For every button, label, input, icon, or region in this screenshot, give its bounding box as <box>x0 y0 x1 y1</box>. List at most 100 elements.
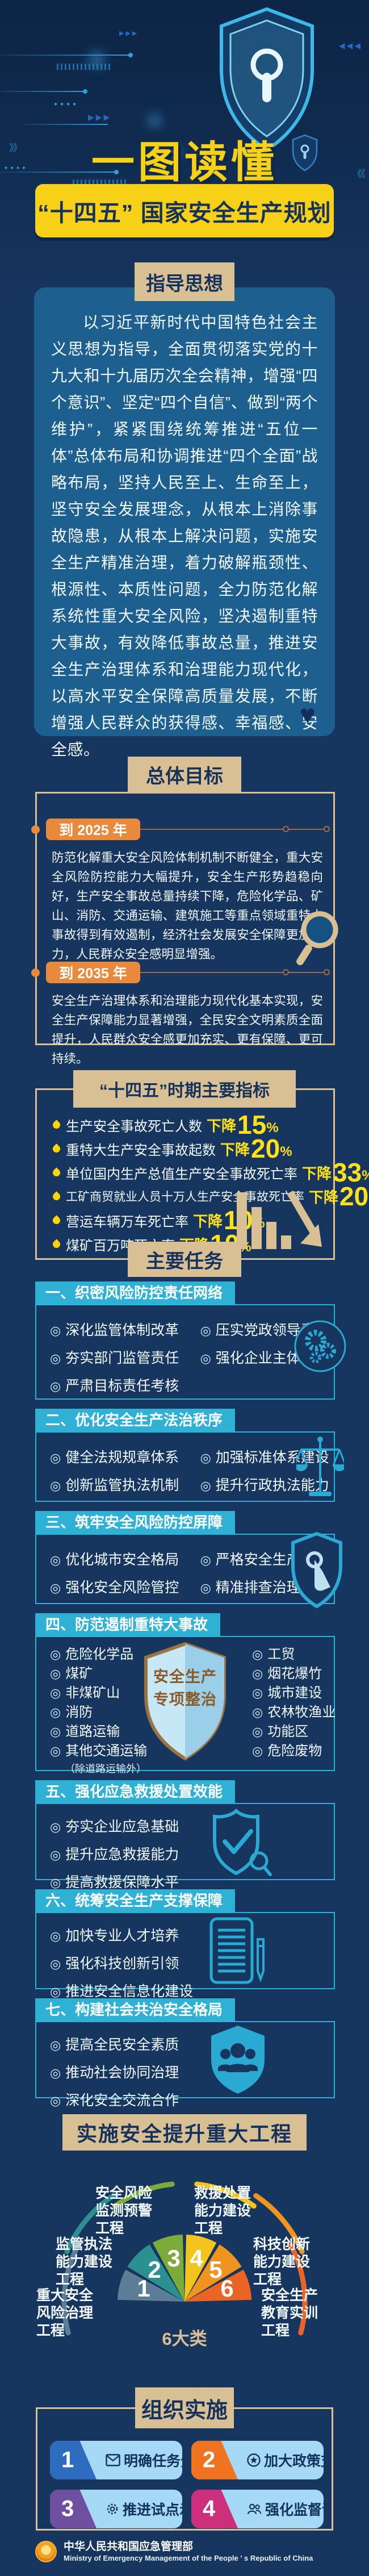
bullet-icon: ◎ <box>50 1324 61 1338</box>
implementation-card-3: 3 推进试点示范 <box>50 2490 182 2528</box>
indicator-action: 下降 <box>309 1188 339 1206</box>
indicator-row: 生产安全事故死亡人数 下降 15 % <box>51 1110 333 1139</box>
triangle-arrows-decoration: ▶▶▶ <box>88 112 112 122</box>
shield-touch-icon <box>291 1531 342 1609</box>
fan-wedge-6 <box>184 2269 251 2302</box>
indicator-value: 15 <box>237 1110 267 1139</box>
page-subtitle-box: “十四五” 国家安全生产规划 <box>35 184 334 237</box>
task-section-1: 一、织密风险防控责任网络 ◎ 深化监管体制改革 ◎ 压实党政领导责任 ◎ 夯实部门监管… <box>35 1281 346 1400</box>
people-icon <box>247 2503 261 2515</box>
task-item: ◎ 严肃目标责任考核 <box>50 1378 179 1394</box>
gears-icon <box>294 1320 346 1372</box>
heart-icon: ♥ <box>299 700 316 730</box>
projects-fan-chart: 1 2 3 4 5 6 安全风险 监测预警 工程 救援处置 能力建设 工程 监管… <box>0 2159 369 2369</box>
milestone-dot-icon <box>31 825 40 834</box>
bullet-icon: ◎ <box>252 1647 263 1661</box>
milestone-ring-icon <box>283 826 289 832</box>
section-badge-guiding: 指导思想 <box>135 262 234 301</box>
dot-row-decoration: ●●●● <box>5 165 28 170</box>
task-item: ◎ 夯实企业应急基础 <box>50 1819 179 1835</box>
bullet-icon: ◎ <box>200 1479 211 1493</box>
task-section-4: 四、防范遏制重特大事故 ◎ 危险化学品 ◎ 煤矿 ◎ 非煤矿山 ◎ 消防 ◎ 道路运输 ◎… <box>35 1613 336 1775</box>
circuit-line-decoration <box>0 172 115 173</box>
task-7-title: 七、构建社会共治安全格局 <box>35 1998 236 2021</box>
bullet-icon: ◎ <box>50 1929 61 1943</box>
milestone-line <box>139 829 329 830</box>
fan-wedge-number: 1 <box>137 2275 150 2302</box>
card-label: 推进试点示范 <box>123 2502 182 2518</box>
shield-people-icon <box>211 2026 265 2094</box>
magnifier-icon <box>296 911 338 966</box>
card-number: 1 <box>61 2447 74 2473</box>
droplet-bullet-icon <box>51 1238 62 1250</box>
task-item: ◎ 提高全民安全素质 <box>50 2037 179 2053</box>
glow-decoration <box>167 145 183 161</box>
task-item: ◎ 优化城市安全格局 <box>50 1552 179 1568</box>
shield-keyhole-icon <box>220 7 314 152</box>
fan-arc-3 <box>112 2181 175 2209</box>
chevron-decoration: 》》 <box>9 143 22 153</box>
glow-decoration <box>145 111 164 130</box>
bullet-icon: ◎ <box>50 1957 61 1971</box>
card-label: 明确任务分工 <box>124 2453 182 2469</box>
fan-wedge-number: 6 <box>220 2275 233 2302</box>
milestone-ring-icon <box>324 969 330 975</box>
bullet-icon: ◎ <box>50 1479 61 1493</box>
droplet-bullet-icon <box>51 1214 62 1226</box>
indicator-label: 营运车辆万车死亡率 <box>66 1214 188 1230</box>
task-item: ◎ 道路运输 <box>50 1724 120 1739</box>
fan-label-4: 救援处置 能力建设 工程 <box>194 2185 251 2236</box>
task-item: ◎ 推进安全信息化建设 <box>50 1984 194 1999</box>
task-item: ◎ 烟花爆竹 <box>252 1666 322 1681</box>
shield-check-icon <box>213 1809 272 1876</box>
task-1-box: ◎ 深化监管体制改革 ◎ 压实党政领导责任 ◎ 夯实部门监管责任 ◎ 强化企业主体责任 … <box>35 1304 346 1400</box>
fan-chart-svg: 1 2 3 4 5 6 <box>61 2181 308 2336</box>
indicator-unit: % <box>280 1144 292 1159</box>
bullet-icon: ◎ <box>50 1553 61 1567</box>
shield-banner-line2: 专项整治 <box>153 1691 217 1708</box>
milestone-line <box>139 972 329 973</box>
footer-org-cn: 中华人民共和国应急管理部 <box>64 2541 194 2553</box>
star-badge-icon <box>247 2453 261 2467</box>
indicators-panel: 生产安全事故死亡人数 下降 15 % 重特大生产安全事故起数 下降 20 % 单… <box>35 1088 369 1260</box>
fan-label-1: 重大安全 风险治理 工程 <box>36 2287 94 2339</box>
fan-wedge-number: 4 <box>190 2245 203 2272</box>
indicator-unit: % <box>362 1168 369 1184</box>
section-badge-indicators: “十四五”时期主要指标 <box>73 1070 296 1108</box>
card-label: 强化监督评估 <box>265 2502 324 2518</box>
bullet-icon: ◎ <box>50 1379 61 1393</box>
task-item: ◎ 城市建设 <box>252 1685 322 1701</box>
task-section-3: 三、筑牢安全风险防控屏障 ◎ 优化城市安全格局 ◎ 严格安全生产准入 ◎ 强化安全风险… <box>35 1511 342 1609</box>
milestone-ring-icon <box>283 969 289 975</box>
task-item: ◎ 危险化学品 <box>50 1647 134 1662</box>
fan-arc-5 <box>253 2193 305 2254</box>
circuit-dot-decoration <box>83 89 87 94</box>
bullet-icon: ◎ <box>50 1985 61 1999</box>
fan-wedge-1 <box>118 2269 184 2302</box>
implementation-panel: 1 明确任务分工 2 加大政策支持 3 <box>36 2407 333 2531</box>
task-7-box: ◎ 提高全民安全素质 ◎ 推动社会协同治理 ◎ 深化安全交流合作 <box>35 2021 335 2109</box>
indicator-row: 重特大生产安全事故起数 下降 20 % <box>51 1135 333 1162</box>
task-section-6: 六、统筹安全生产支撑保障 ◎ 加快专业人才培养 ◎ 强化科技创新引领 ◎ 推进安全信息… <box>35 1889 335 1999</box>
task-item: ◎ 提高救援保障水平 <box>50 1874 179 1890</box>
fan-label-6: 安全生产 教育实训 工程 <box>261 2287 318 2339</box>
task-4-title: 四、防范遏制重特大事故 <box>35 1613 221 1636</box>
bullet-icon: ◎ <box>50 1744 61 1758</box>
task-item: ◎ 非煤矿山 <box>50 1685 120 1701</box>
task-6-box: ◎ 加快专业人才培养 ◎ 强化科技创新引领 ◎ 推进安全信息化建设 <box>35 1912 335 1999</box>
bullet-icon: ◎ <box>50 1725 61 1739</box>
triangle-arrows-decoration: ▶▶▶ <box>119 30 139 37</box>
fan-arc-2 <box>64 2193 116 2254</box>
goals-panel: 到 2025 年 防范化解重大安全风险体制机制不断健全，重大安全风险防控能力大幅… <box>31 792 338 1066</box>
guiding-paragraph: 以习近平新时代中国特色社会主义思想为指导，全面贯彻落实党的十九大和十九届历次全会… <box>51 314 318 758</box>
bullet-icon: ◎ <box>50 2094 61 2108</box>
envelope-icon <box>106 2454 120 2466</box>
bullet-icon: ◎ <box>50 1848 61 1862</box>
indicator-row: 营运车辆万车死亡率 下降 10 % <box>51 1207 333 1233</box>
indicator-action: 下降 <box>193 1212 223 1230</box>
task-5-box: ◎ 夯实企业应急基础 ◎ 提升应急救援能力 ◎ 提高救援保障水平 <box>35 1803 335 1890</box>
fan-wedge-number: 2 <box>148 2256 161 2283</box>
section-badge-goals: 总体目标 <box>128 757 241 792</box>
document-pen-icon <box>209 1917 265 1984</box>
task-item: ◎ 强化科技创新引领 <box>50 1956 179 1972</box>
